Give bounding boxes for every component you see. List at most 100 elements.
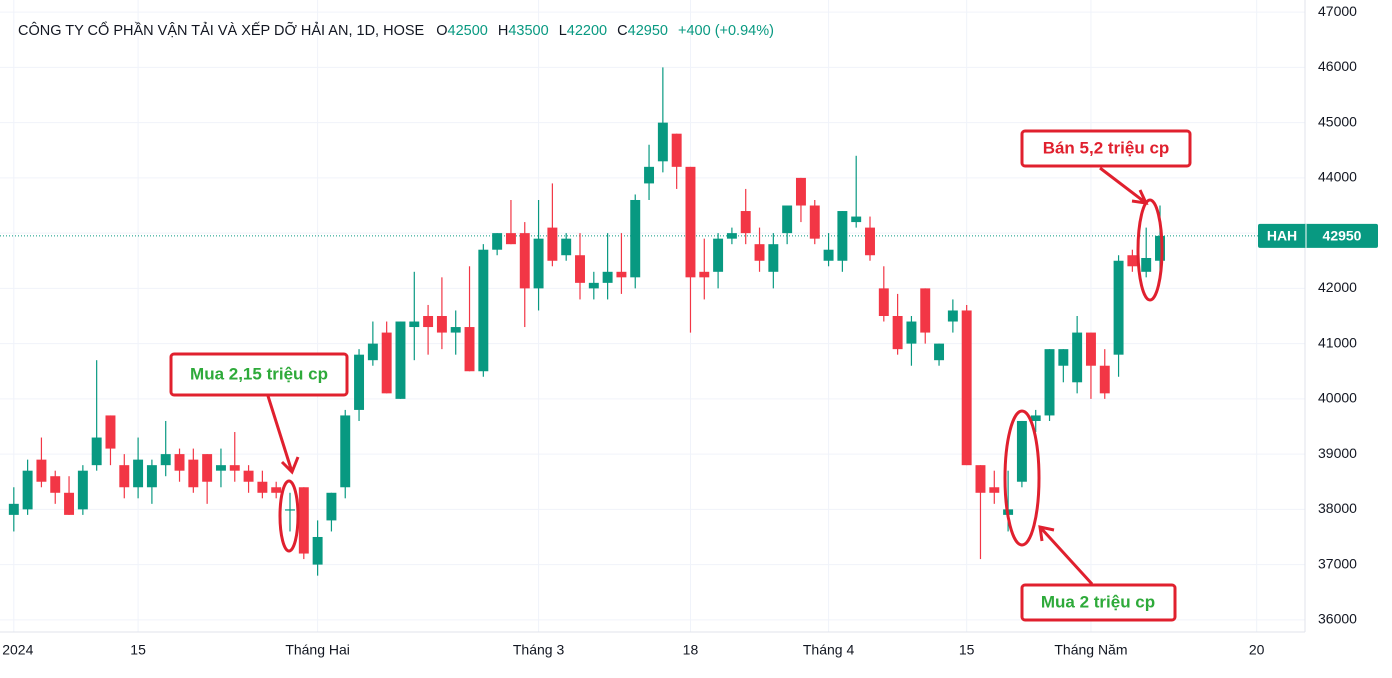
annotation-1: Mua 2,15 triệu cp — [169, 352, 349, 553]
annotation-box — [1020, 129, 1192, 168]
candle-body — [934, 343, 945, 361]
candle-body — [1072, 332, 1083, 383]
candle-body — [630, 199, 641, 278]
low-value: 42200 — [567, 23, 607, 39]
candle-body — [740, 211, 751, 234]
candle-body — [8, 503, 19, 515]
candle-body — [547, 227, 558, 261]
candle-body — [77, 470, 88, 510]
annotation-text: Mua 2 triệu cp — [1041, 592, 1155, 611]
candle-body — [257, 481, 268, 493]
ohlc-label: C — [617, 23, 627, 39]
price-tag — [1258, 223, 1378, 248]
candle-body — [298, 487, 309, 554]
candle-body — [975, 465, 986, 493]
candle-body — [865, 227, 875, 256]
candle-body — [505, 233, 516, 245]
candle-body — [699, 271, 710, 278]
candle-body — [726, 233, 737, 239]
candle-body — [616, 271, 627, 278]
x-tick-label: Tháng Hai — [285, 642, 350, 658]
open-value: 42500 — [448, 23, 488, 39]
chart-title: CÔNG TY CỔ PHẦN VẬN TẢI VÀ XẾP DỠ HẢI AN… — [18, 21, 425, 39]
highlight-ellipse — [1136, 198, 1164, 302]
candle-body — [837, 211, 848, 261]
candle-body — [367, 343, 378, 361]
candle-body — [1016, 420, 1027, 482]
x-tick-label: 20 — [1249, 642, 1265, 658]
arrow — [1099, 166, 1149, 205]
candle-body — [423, 316, 434, 328]
y-tick-label: 47000 — [1318, 3, 1357, 19]
candle-body — [229, 465, 240, 471]
candle-body — [326, 492, 337, 521]
ohlc-label: H — [498, 23, 508, 39]
change: +400 (+0.94%) — [678, 23, 774, 39]
candle-body — [36, 459, 47, 482]
candle-body — [436, 316, 447, 333]
candle-body — [782, 205, 793, 234]
candle-body — [575, 255, 585, 283]
candle-body — [1044, 349, 1055, 416]
y-tick-label: 46000 — [1318, 58, 1357, 74]
candle-body — [989, 487, 1000, 493]
candle-body — [271, 487, 282, 493]
x-tick-label: 15 — [130, 642, 146, 658]
candle-body — [492, 233, 503, 250]
candle-body — [243, 470, 254, 482]
candle-body — [961, 310, 972, 466]
y-tick-label: 38000 — [1318, 500, 1357, 516]
candle-body — [160, 454, 171, 466]
candles — [8, 67, 1165, 576]
candle-body — [1030, 415, 1041, 421]
header: CÔNG TY CỔ PHẦN VẬN TẢI VÀ XẾP DỠ HẢI AN… — [18, 21, 774, 39]
candle-body — [947, 310, 958, 322]
y-tick-label: 37000 — [1318, 555, 1357, 571]
candle-body — [906, 321, 917, 344]
annotation-text: Bán 5,2 triệu cp — [1043, 138, 1170, 157]
candle-body — [133, 459, 144, 488]
candle-body — [50, 476, 61, 493]
candle-body — [215, 465, 226, 471]
candle-body — [823, 249, 834, 261]
candle-body — [202, 454, 213, 482]
high-value: 43500 — [508, 23, 548, 39]
candle-body — [809, 205, 820, 239]
annotation-text: Mua 2,15 triệu cp — [190, 364, 328, 383]
candle-body — [561, 238, 572, 256]
candle-body — [920, 288, 931, 333]
candle-body — [657, 122, 668, 162]
candle-body — [533, 238, 544, 289]
candle-body — [1058, 349, 1069, 366]
candle-body — [354, 354, 365, 410]
candle-body — [685, 166, 696, 278]
candle-body — [1085, 332, 1096, 366]
x-tick-label: Tháng Năm — [1054, 642, 1127, 658]
candle-body — [22, 470, 33, 510]
candle-body — [713, 238, 724, 272]
candle-body — [312, 536, 323, 565]
candle-body — [285, 509, 295, 511]
y-tick-label: 39000 — [1318, 445, 1357, 461]
candle-body — [1099, 365, 1110, 394]
candle-body — [188, 459, 199, 488]
x-tick-label: Tháng 4 — [803, 642, 855, 658]
y-tick-label: 44000 — [1318, 169, 1357, 185]
candle-body — [768, 244, 779, 272]
candle-body — [91, 437, 102, 466]
x-tick-label: 2024 — [2, 642, 33, 658]
y-tick-label: 36000 — [1318, 611, 1357, 627]
candle-body — [795, 177, 806, 206]
candle-body — [64, 492, 75, 515]
grid — [0, 0, 1305, 632]
x-tick-label: 15 — [959, 642, 975, 658]
candle-body — [174, 454, 185, 471]
arrow — [1038, 525, 1094, 586]
x-tick-label: Tháng 3 — [513, 642, 565, 658]
y-tick-label: 45000 — [1318, 113, 1357, 129]
candle-body — [1155, 235, 1165, 261]
candle-body — [851, 216, 862, 223]
candle-body — [754, 244, 765, 261]
candle-body — [119, 465, 130, 488]
